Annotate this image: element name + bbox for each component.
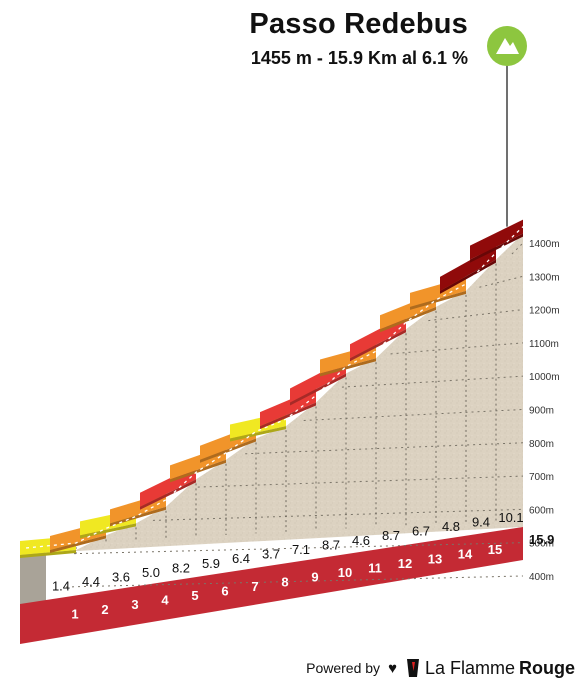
elevation-tick-label: 800m: [529, 439, 554, 450]
gradient-segment-edge: [380, 306, 436, 333]
gradient-label: 4.4: [82, 574, 100, 589]
route-centerline: [25, 226, 524, 549]
elevation-tick-label: 900m: [529, 405, 554, 416]
km-tick-label: 1: [71, 606, 78, 621]
gradient-label: 6.7: [412, 524, 430, 539]
gradient-segment-edge: [410, 290, 466, 310]
elevation-tick-label: 400m: [529, 572, 554, 583]
elevation-gridline: [65, 575, 524, 588]
gradient-label: 1.4: [52, 579, 70, 594]
gradient-segment-edge: [320, 358, 376, 377]
km-tick-label: 6: [221, 583, 228, 598]
gradient-segment-edge: [470, 233, 523, 263]
gradient-segment-edge: [260, 402, 316, 430]
gradient-label: 3.7: [262, 547, 280, 562]
gradient-segment-edge: [440, 259, 496, 294]
km-tick-label: 12: [398, 556, 412, 571]
elevation-tick-label: 500m: [529, 539, 554, 550]
flame-logo-icon: [406, 659, 419, 677]
page-title: Passo Redebus: [249, 8, 468, 40]
elevation-tick-label: 1100m: [529, 339, 559, 350]
elevation-tick-label: 600m: [529, 505, 554, 516]
elevation-gridline: [390, 342, 524, 355]
gradient-label: 6.4: [232, 551, 250, 566]
powered-by-footer: Powered by ♥ La Flamme Rouge: [306, 656, 575, 680]
km-tick-label: 8: [281, 574, 288, 589]
km-tick-label: 14: [458, 547, 473, 562]
terrain-area: [20, 220, 523, 555]
elevation-profile-chart: 400m 500m 600m 700m 800m 900m 1000m 1100m 1200m 1…: [20, 26, 560, 644]
gradient-label: 9.4: [472, 514, 490, 529]
elevation-tick-label: 1300m: [529, 272, 560, 283]
km-tick-label: 15: [488, 542, 502, 557]
elevation-tick-label: 1200m: [529, 306, 560, 317]
gradient-label: 4.8: [442, 519, 460, 534]
gradient-segment: [440, 245, 496, 291]
km-tick-label: 2: [101, 602, 108, 617]
heart-icon: ♥: [388, 659, 397, 677]
km-tick-label: 5: [191, 588, 198, 603]
elevation-gridline: [341, 375, 524, 388]
km-tick-label: 9: [311, 570, 318, 585]
km-tick-label: 10: [338, 565, 352, 580]
elevation-gridline: [197, 475, 524, 488]
gradient-label: 10.1: [498, 510, 523, 525]
elevation-gridline: [479, 275, 524, 288]
elevation-gridline: [303, 408, 524, 421]
mountain-icon: [487, 26, 527, 66]
gradient-segment-edge: [230, 426, 286, 442]
gradient-segment-edge: [50, 535, 106, 554]
gradient-segment-edge: [350, 329, 406, 362]
gradient-segment-edge: [200, 438, 256, 463]
brand-logo[interactable]: La Flamme Rouge: [405, 658, 575, 679]
km-tick-label: 4: [161, 593, 169, 608]
gradient-label: 8.7: [322, 537, 340, 552]
km-tick-label: 3: [131, 597, 138, 612]
brand-name-bold: Rouge: [519, 657, 575, 678]
gradient-segment-edge: [170, 459, 226, 483]
gradient-label: 8.2: [172, 560, 190, 575]
powered-by-text: Powered by: [306, 660, 381, 676]
elevation-gridline: [511, 242, 524, 255]
elevation-tick-label: 1000m: [529, 372, 560, 383]
gradient-segment-edge: [290, 373, 346, 406]
gradient-label: 4.6: [352, 533, 370, 548]
elevation-gridline: [245, 442, 524, 455]
gradient-segment: [470, 219, 523, 260]
elevation-gridline: [428, 309, 524, 322]
end-distance-label: 15.9: [529, 532, 554, 547]
gradient-label: 3.6: [112, 570, 130, 585]
gradient-segment-edge: [20, 550, 76, 558]
km-tick-label: 11: [368, 561, 382, 576]
gradient-segment-edge: [110, 506, 166, 527]
gradient-label: 5.0: [142, 565, 160, 580]
gradient-label: 5.9: [202, 556, 220, 571]
km-tick-label: 13: [428, 551, 442, 566]
brand-name-light: La Flamme: [424, 657, 515, 678]
page-subtitle: 1455 m - 15.9 Km al 6.1 %: [250, 48, 468, 68]
km-tick-label: 7: [251, 579, 258, 594]
gradient-label: 8.7: [382, 528, 400, 543]
gradient-label: 7.1: [292, 542, 310, 557]
elevation-tick-label: 700m: [529, 472, 554, 483]
elevation-tick-label: 1400m: [529, 239, 560, 250]
km-band: [20, 527, 523, 644]
elevation-gridline: [152, 508, 524, 521]
gradient-segment-edge: [140, 479, 196, 510]
